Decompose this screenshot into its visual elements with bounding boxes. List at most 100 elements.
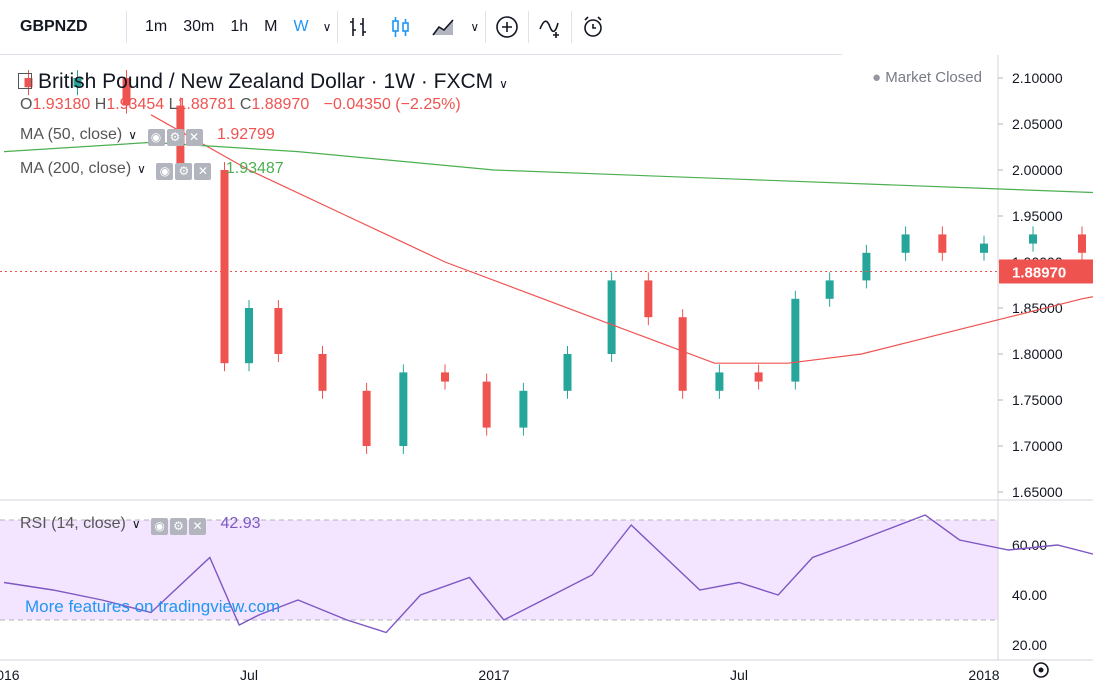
rsi-label: RSI (14, close) bbox=[20, 515, 126, 532]
price-tick-label: 1.75000 bbox=[1012, 392, 1063, 408]
promo-link[interactable]: More features on tradingview.com bbox=[25, 597, 281, 616]
close-icon[interactable]: ✕ bbox=[189, 518, 207, 535]
candle-body bbox=[519, 390, 528, 428]
interval-1m[interactable]: 1m bbox=[145, 18, 168, 35]
close-label: C bbox=[239, 96, 252, 113]
price-tick-label: 2.00000 bbox=[1012, 162, 1063, 178]
candle-body bbox=[938, 234, 947, 253]
time-tick-label: Jul bbox=[730, 667, 748, 683]
candle-body bbox=[563, 354, 572, 391]
rsi-tick-label: 60.00 bbox=[1012, 537, 1047, 553]
eye-icon[interactable]: ◉ bbox=[156, 163, 174, 180]
rsi-line bbox=[3, 514, 1093, 634]
toolbar-divider bbox=[126, 11, 127, 43]
rsi-legend[interactable]: RSI (14, close) ∨ ◉ ⚙ ✕ 42.93 bbox=[20, 515, 261, 535]
rsi-band bbox=[0, 520, 998, 620]
candle-body bbox=[754, 372, 763, 382]
eye-icon[interactable]: ◉ bbox=[147, 129, 165, 146]
candle-body bbox=[274, 308, 283, 354]
price-tick-label: 1.85000 bbox=[1012, 300, 1063, 316]
candle-body bbox=[399, 372, 408, 446]
candle-body bbox=[73, 78, 82, 88]
ma200-line bbox=[3, 141, 1093, 194]
chevron-down-icon[interactable]: ∨ bbox=[128, 128, 138, 142]
high-value: 1.93454 bbox=[106, 96, 165, 113]
market-status: ● Market Closed bbox=[872, 69, 982, 86]
time-tick-label: 2017 bbox=[478, 667, 509, 683]
interval-month[interactable]: M bbox=[264, 18, 278, 35]
price-tick-label: 1.80000 bbox=[1012, 346, 1063, 362]
compare-add-icon[interactable] bbox=[495, 15, 519, 39]
market-status-label: Market Closed bbox=[885, 69, 982, 86]
chevron-down-icon[interactable]: ∨ bbox=[131, 517, 141, 531]
chart-title[interactable]: British Pound / New Zealand Dollar · 1W … bbox=[38, 70, 494, 93]
price-tick-label: 2.05000 bbox=[1012, 116, 1063, 132]
interval-week[interactable]: W bbox=[293, 18, 309, 35]
area-style-icon[interactable] bbox=[431, 15, 455, 39]
low-value: 1.88781 bbox=[177, 96, 236, 113]
candle-body bbox=[644, 280, 653, 318]
bar-style-icon[interactable] bbox=[347, 15, 371, 39]
high-label: H bbox=[94, 96, 107, 113]
ma200-label: MA (200, close) bbox=[20, 160, 132, 177]
toolbar-divider bbox=[485, 11, 487, 43]
chevron-down-icon[interactable]: ∨ bbox=[137, 162, 146, 176]
candle-body bbox=[1078, 234, 1086, 253]
candle-body bbox=[441, 372, 449, 382]
close-value: 1.88970 bbox=[251, 96, 310, 113]
symbol-label[interactable]: GBPNZD bbox=[20, 18, 88, 35]
ma50-label: MA (50, close) bbox=[20, 126, 123, 143]
chevron-down-icon[interactable]: ∨ bbox=[322, 20, 332, 34]
gear-icon[interactable]: ⚙ bbox=[166, 129, 184, 146]
candle-body bbox=[980, 243, 988, 253]
last-price-label: 1.88970 bbox=[1012, 264, 1066, 281]
gear-ring bbox=[1033, 662, 1049, 678]
last-price-label-bg bbox=[999, 259, 1093, 284]
chevron-down-icon[interactable]: ∨ bbox=[470, 20, 480, 34]
rsi-tick-label: 20.00 bbox=[1012, 637, 1047, 653]
candle-body bbox=[318, 354, 327, 391]
chevron-down-icon[interactable]: ∨ bbox=[499, 77, 508, 91]
time-tick-label: 2016 bbox=[0, 667, 20, 683]
ma50-legend[interactable]: MA (50, close) ∨ ◉ ⚙ ✕ 1.92799 bbox=[20, 126, 275, 146]
price-tick-label: 1.70000 bbox=[1012, 438, 1063, 454]
chart-title-row: British Pound / New Zealand Dollar · 1W … bbox=[18, 70, 514, 94]
toolbar-divider bbox=[337, 11, 339, 43]
change-value: −0.04350 (−2.25%) bbox=[323, 96, 461, 113]
alert-icon[interactable] bbox=[581, 15, 605, 39]
gear-hub bbox=[1038, 667, 1044, 673]
price-chart[interactable]: 2.100002.050002.000001.950001.900001.850… bbox=[0, 55, 1093, 689]
candle-body bbox=[825, 280, 834, 299]
indicators-icon[interactable] bbox=[538, 15, 562, 39]
candle-body bbox=[791, 298, 800, 382]
time-tick-label: 2018 bbox=[968, 667, 999, 683]
gear-icon[interactable]: ⚙ bbox=[170, 518, 188, 535]
candle-body bbox=[862, 252, 871, 281]
open-label: O bbox=[20, 96, 33, 113]
ma50-value: 1.92799 bbox=[216, 126, 275, 143]
candle-body bbox=[1029, 234, 1037, 244]
price-tick-label: 1.65000 bbox=[1012, 484, 1063, 500]
ohlc-row: O1.93180 H1.93454 L1.88781 C1.88970 −0.0… bbox=[20, 96, 461, 114]
close-icon[interactable]: ✕ bbox=[194, 163, 212, 180]
close-icon[interactable]: ✕ bbox=[185, 129, 203, 146]
top-toolbar: GBPNZD 1m 30m 1h M W ∨ ∨ bbox=[0, 0, 842, 55]
candle-body bbox=[607, 280, 616, 354]
interval-1h[interactable]: 1h bbox=[230, 18, 249, 35]
price-tick-label: 2.10000 bbox=[1012, 70, 1063, 86]
candle-body bbox=[901, 234, 910, 253]
candle-body bbox=[245, 308, 253, 364]
low-label: L bbox=[168, 96, 178, 113]
settings-gear-icon bbox=[1033, 662, 1049, 678]
ma50-line bbox=[150, 114, 1093, 364]
gear-icon[interactable]: ⚙ bbox=[175, 163, 193, 180]
time-tick-label: Jul bbox=[240, 667, 258, 683]
interval-30m[interactable]: 30m bbox=[183, 18, 215, 35]
candle-body bbox=[482, 381, 491, 428]
candle-style-icon[interactable] bbox=[389, 15, 413, 39]
ma200-value: 1.93487 bbox=[225, 160, 284, 177]
eye-icon[interactable]: ◉ bbox=[151, 518, 169, 535]
open-value: 1.93180 bbox=[32, 96, 91, 113]
collapse-icon[interactable] bbox=[18, 73, 32, 89]
ma200-legend[interactable]: MA (200, close) ∨ ◉ ⚙ ✕ 1.93487 bbox=[20, 160, 284, 180]
